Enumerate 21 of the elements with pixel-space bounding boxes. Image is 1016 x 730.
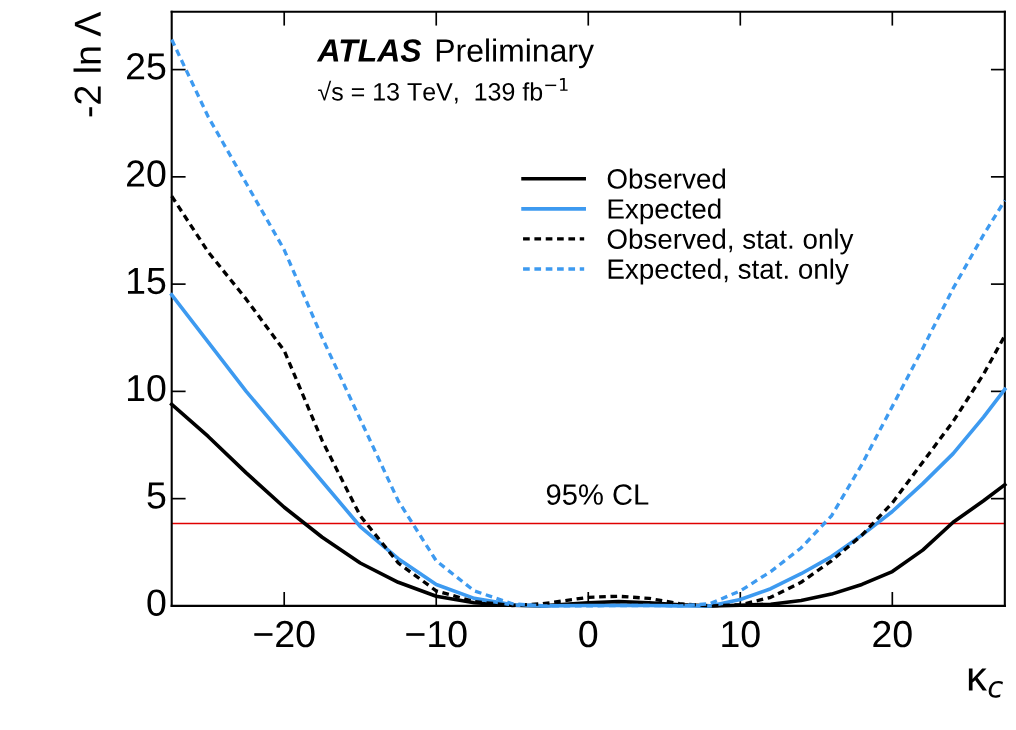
x-tick-label: 0 (579, 620, 598, 648)
annotation: Preliminary (436, 38, 594, 69)
y-tick-label: 0 (147, 589, 166, 616)
x-tick-label: −20 (254, 620, 315, 648)
y-axis-title: -2 ln Λ (73, 11, 101, 117)
legend-label: Observed, stat. only (607, 228, 854, 255)
x-tick-label: −10 (406, 620, 467, 648)
ref-line-label: 95% CL (546, 484, 649, 505)
annotation: ATLAS (316, 39, 422, 62)
legend-label: Observed (607, 168, 726, 189)
y-tick-label: 10 (128, 374, 166, 402)
y-tick-label: 25 (127, 53, 166, 80)
x-tick-label: 20 (873, 620, 912, 648)
annotation: √s = 13 TeV, 139 fb$^{−1}$ (318, 78, 568, 104)
legend-label: Expected (608, 198, 721, 225)
y-tick-label: 20 (127, 160, 166, 187)
y-tick-label: 15 (128, 268, 166, 295)
x-tick-label: 10 (722, 620, 760, 648)
legend-label: Expected, stat. only (608, 258, 849, 285)
x-axis-title: κ$_{c}$ (968, 668, 1003, 698)
y-tick-label: 5 (147, 482, 166, 509)
